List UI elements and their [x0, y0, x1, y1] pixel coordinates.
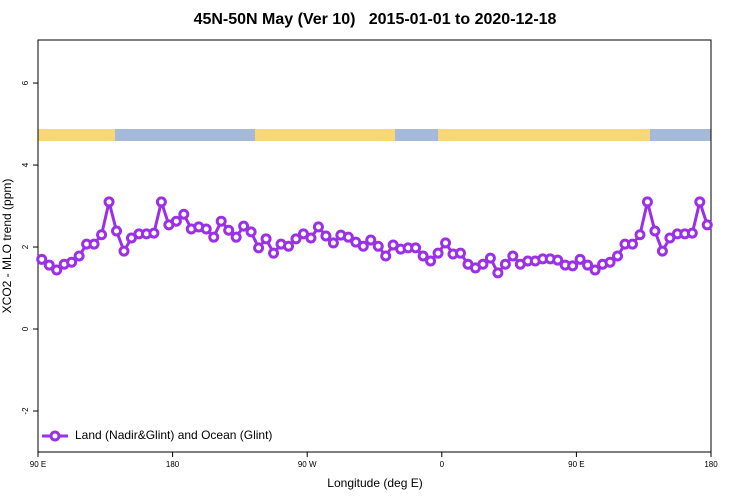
point	[499, 258, 511, 270]
point	[223, 224, 235, 236]
x-tick-label: 90 E	[30, 460, 46, 469]
point	[73, 250, 85, 262]
legend-label: Land (Nadir&Glint) and Ocean (Glint)	[75, 428, 272, 442]
point	[118, 245, 130, 257]
point	[574, 253, 586, 265]
point	[380, 250, 392, 262]
point	[66, 256, 78, 268]
point	[268, 247, 280, 259]
point	[200, 223, 212, 235]
point	[634, 229, 646, 241]
point	[103, 196, 115, 208]
point	[320, 230, 332, 242]
point	[641, 196, 653, 208]
point	[440, 237, 452, 249]
point	[454, 247, 466, 259]
ocean	[650, 129, 711, 141]
legend-marker	[49, 430, 61, 442]
point	[410, 242, 422, 254]
point	[567, 260, 579, 272]
point	[582, 259, 594, 271]
land	[38, 129, 115, 141]
point	[552, 254, 564, 266]
x-tick-label: 180	[166, 460, 180, 469]
x-tick-label: 90 E	[568, 460, 584, 469]
point	[253, 242, 265, 254]
y-tick-label: -2	[21, 407, 30, 415]
point	[43, 259, 55, 271]
point	[155, 196, 167, 208]
point	[260, 233, 272, 245]
point	[170, 215, 182, 227]
x-tick-label: 180	[704, 460, 718, 469]
point	[656, 245, 668, 257]
point	[649, 225, 661, 237]
y-tick-label: 2	[21, 244, 30, 249]
point	[178, 208, 190, 220]
y-tick-label: 6	[21, 80, 30, 85]
point	[507, 250, 519, 262]
point	[686, 227, 698, 239]
y-tick-label: 0	[21, 326, 30, 331]
point	[425, 255, 437, 267]
y-tick-label: 4	[21, 162, 30, 167]
x-axis-title: Longitude (deg E)	[327, 476, 422, 490]
point	[88, 238, 100, 250]
point	[305, 232, 317, 244]
point	[245, 226, 257, 238]
point	[417, 250, 429, 262]
point	[230, 231, 242, 243]
x-tick-label: 0	[440, 460, 445, 469]
point	[51, 264, 63, 276]
land	[255, 129, 395, 141]
chart-title: 45N-50N May (Ver 10) 2015-01-01 to 2020-…	[194, 11, 557, 28]
point	[589, 264, 601, 276]
x-tick-label: 90 W	[298, 460, 317, 469]
point	[208, 231, 220, 243]
point	[290, 233, 302, 245]
point	[357, 240, 369, 252]
point	[484, 252, 496, 264]
point	[701, 219, 713, 231]
point	[283, 240, 295, 252]
land-ocean-strip	[38, 129, 711, 141]
point	[36, 253, 48, 265]
land	[438, 129, 650, 141]
y-axis-title: XCO2 - MLO trend (ppm)	[0, 179, 14, 314]
ocean	[115, 129, 255, 141]
point	[96, 229, 108, 241]
point	[327, 237, 339, 249]
point	[372, 240, 384, 252]
point	[432, 247, 444, 259]
point	[626, 238, 638, 250]
point	[694, 196, 706, 208]
point	[342, 231, 354, 243]
ocean	[395, 129, 438, 141]
point	[312, 221, 324, 233]
plot-frame	[37, 39, 712, 453]
point	[477, 258, 489, 270]
point	[148, 227, 160, 239]
point	[238, 220, 250, 232]
point	[215, 215, 227, 227]
point	[365, 234, 377, 246]
point	[604, 256, 616, 268]
point	[492, 267, 504, 279]
point	[111, 225, 123, 237]
point	[612, 250, 624, 262]
